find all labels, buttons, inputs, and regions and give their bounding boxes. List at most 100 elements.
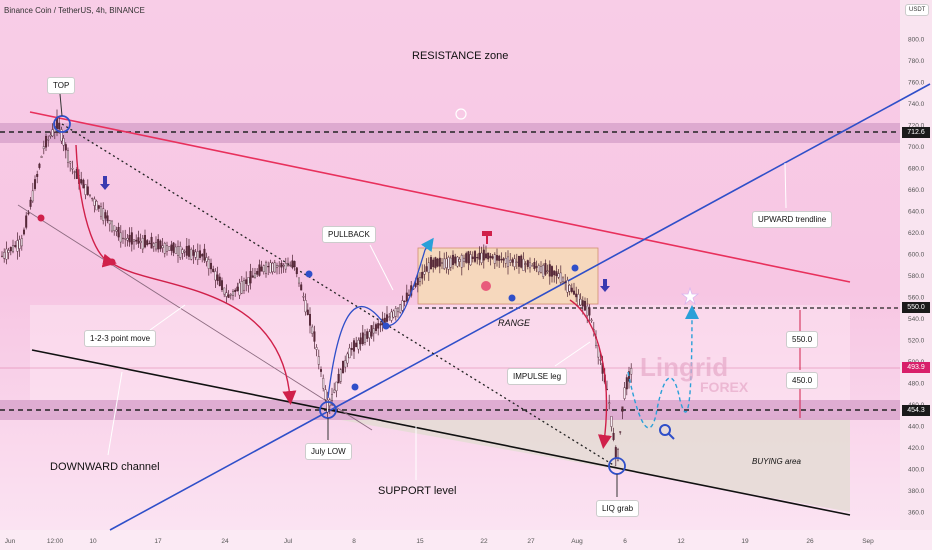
candle-body [588, 307, 591, 316]
candle-body [313, 331, 316, 342]
candle-body [130, 232, 133, 245]
buying-area-zone [330, 418, 850, 512]
time-axis-panel [0, 530, 932, 550]
candle-body [64, 144, 67, 151]
candle-body [416, 277, 419, 286]
label-range: RANGE [498, 318, 531, 328]
candle-body [465, 253, 468, 263]
candle-body [36, 173, 39, 177]
candle-body [423, 271, 426, 275]
candle-body [304, 300, 307, 313]
candle-body [568, 285, 571, 292]
candle-body [590, 319, 593, 322]
time-tick-label: 15 [416, 538, 424, 545]
star-icon [680, 286, 700, 306]
candle-body [482, 249, 485, 261]
candle-body [544, 263, 547, 275]
price-tick-label: 720.0 [908, 123, 925, 130]
candle-body [218, 276, 221, 286]
candle-body [302, 296, 305, 298]
price-tick-label: 480.0 [908, 381, 925, 388]
candle-body [99, 206, 102, 217]
candle-body [566, 280, 569, 293]
time-tick-label: 27 [527, 538, 535, 545]
candle-body [342, 360, 345, 374]
candle-body [573, 290, 576, 295]
candle-body [392, 310, 395, 318]
time-tick-label: 6 [623, 538, 627, 545]
candle-body [157, 239, 160, 250]
candle-body [520, 255, 523, 268]
connector-impulse [554, 341, 591, 367]
candle-body [201, 254, 204, 257]
watermark-forex: FOREX [700, 379, 749, 395]
candle-body [346, 353, 349, 364]
time-tick-label: 8 [352, 538, 356, 545]
currency-badge[interactable]: USDT [905, 4, 930, 16]
candle-body [344, 360, 347, 368]
candle-body [295, 267, 298, 275]
candle-body [474, 251, 477, 262]
candle-body [154, 242, 157, 250]
price-tick-label: 740.0 [908, 101, 925, 108]
candle-body [524, 263, 527, 265]
candle-body [137, 237, 140, 244]
candle-body [289, 264, 292, 267]
candle-body [148, 242, 151, 245]
candle-body [331, 393, 334, 401]
candle-body [355, 342, 358, 348]
candle-body [359, 337, 362, 345]
candle-body [262, 265, 265, 272]
candle-body [364, 334, 367, 343]
candle-body [625, 377, 628, 390]
candle-body [174, 246, 177, 254]
candle-body [203, 248, 206, 261]
projection-wave [627, 305, 699, 429]
candle-body [628, 371, 631, 382]
candle-body [394, 308, 397, 317]
candle-body [476, 257, 479, 259]
candle-body [504, 258, 507, 264]
candle-body [509, 259, 512, 263]
candle-body [93, 198, 96, 206]
candle-body [135, 239, 138, 242]
candle-body [467, 251, 470, 264]
candle-body [245, 279, 248, 284]
candle-body [190, 249, 193, 260]
down-arrow-marker-2 [600, 279, 610, 292]
candle-body [427, 262, 430, 273]
candle-body [311, 326, 314, 334]
candle-body [38, 163, 41, 168]
candle-body [485, 253, 488, 259]
price-badge-support: 454.3 [902, 405, 930, 416]
candle-body [434, 257, 437, 268]
candle-body [170, 244, 173, 251]
candle-body [458, 259, 461, 262]
candle-body [357, 339, 360, 350]
candle-body [119, 232, 122, 243]
time-tick-label: 24 [221, 538, 229, 545]
candle-body [271, 262, 274, 272]
candle-body [405, 292, 408, 302]
candle-body [531, 265, 534, 267]
candle-body [231, 291, 234, 297]
candle-body [599, 359, 602, 361]
time-tick-label: 19 [741, 538, 749, 545]
label-resistance-zone: RESISTANCE zone [412, 50, 508, 62]
pivot-red-2 [108, 258, 116, 266]
candle-body [390, 311, 393, 321]
candle-body [322, 378, 325, 389]
candle-body [258, 264, 261, 276]
candle-body [623, 387, 626, 399]
candle-body [40, 156, 43, 158]
label-pullback: PULLBACK [322, 226, 376, 243]
candle-body [300, 284, 303, 291]
candle-body [469, 254, 472, 266]
candle-body [45, 136, 48, 148]
label-liq-grab: LIQ grab [596, 500, 640, 517]
candle-body [438, 257, 441, 267]
candle-body [121, 237, 124, 240]
candle-body [614, 447, 617, 459]
time-tick-label: 12 [677, 538, 685, 545]
candle-body [498, 255, 501, 261]
